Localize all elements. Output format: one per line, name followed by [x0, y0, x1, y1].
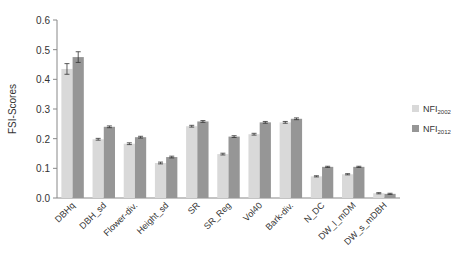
tick-label: 0.5 [36, 45, 50, 56]
category-label: Bark-div. [264, 200, 296, 232]
error-bar [252, 133, 257, 135]
error-bar [283, 121, 288, 123]
bar [104, 127, 115, 198]
tick [53, 198, 57, 199]
error-bar [76, 52, 81, 63]
bar [61, 69, 72, 198]
category-label: DBH_sd [77, 200, 108, 231]
error-bar [64, 64, 69, 75]
bar [342, 174, 353, 198]
tick [53, 109, 57, 110]
tick [53, 138, 57, 139]
bar [384, 194, 395, 198]
tick-label: 0.0 [36, 193, 50, 204]
bar [186, 126, 197, 198]
bar [248, 134, 259, 198]
tick-label: 0.2 [36, 134, 50, 145]
bar [280, 122, 291, 198]
error-bar [388, 193, 393, 194]
error-bar [158, 162, 163, 164]
bar [124, 144, 135, 198]
category-label: DBHq [53, 200, 77, 224]
bar [217, 154, 228, 198]
error-bar [263, 121, 268, 123]
y-axis [57, 20, 58, 198]
tick [53, 79, 57, 80]
tick-label: 0.4 [36, 74, 50, 85]
error-bar [356, 166, 361, 167]
error-bar [376, 193, 381, 194]
category-label: Height_sd [135, 200, 171, 236]
error-bar [200, 121, 205, 123]
legend-label: NFI2002 [423, 104, 452, 115]
bar [155, 163, 166, 198]
bar [197, 121, 208, 198]
bar [229, 137, 240, 198]
tick-label: 0.1 [36, 163, 50, 174]
category-label: DW_s_mDBH [342, 200, 389, 247]
error-bar [127, 143, 132, 145]
bar [373, 193, 384, 198]
bar [260, 122, 271, 198]
tick [53, 20, 57, 21]
bar [93, 139, 104, 198]
error-bar [138, 136, 143, 138]
category-label: Vol40 [241, 200, 264, 223]
error-bar [345, 174, 350, 175]
legend-swatch [412, 105, 419, 112]
tick [53, 49, 57, 50]
bar [73, 57, 84, 198]
error-bar [107, 126, 112, 128]
bar [353, 167, 364, 198]
error-bar [294, 118, 299, 120]
error-bar [325, 166, 330, 167]
category-label: N_DC [302, 200, 327, 225]
error-bar [220, 153, 225, 155]
tick [53, 168, 57, 169]
error-bar [189, 125, 194, 127]
legend-swatch [412, 125, 419, 132]
legend-label: NFI2012 [423, 124, 452, 135]
y-label: FSI-Scores [7, 84, 18, 134]
category-label: SR_Reg [202, 200, 233, 231]
chart: 0.0 0.1 0.2 0.3 0.4 0.5 0.6 FSI-Scores DBHqDBH_s… [0, 0, 469, 256]
tick-label: 0.3 [36, 104, 50, 115]
bar [322, 167, 333, 198]
bar [135, 137, 146, 198]
bar [291, 119, 302, 198]
error-bar [232, 136, 237, 138]
error-bar [169, 156, 174, 158]
category-label: SR [186, 200, 202, 216]
error-bar [314, 176, 319, 177]
tick-label: 0.6 [36, 15, 50, 26]
bar [166, 157, 177, 198]
bars [61, 52, 395, 198]
error-bar [96, 138, 101, 140]
bar [311, 176, 322, 198]
category-label: Flower-div. [102, 200, 140, 238]
